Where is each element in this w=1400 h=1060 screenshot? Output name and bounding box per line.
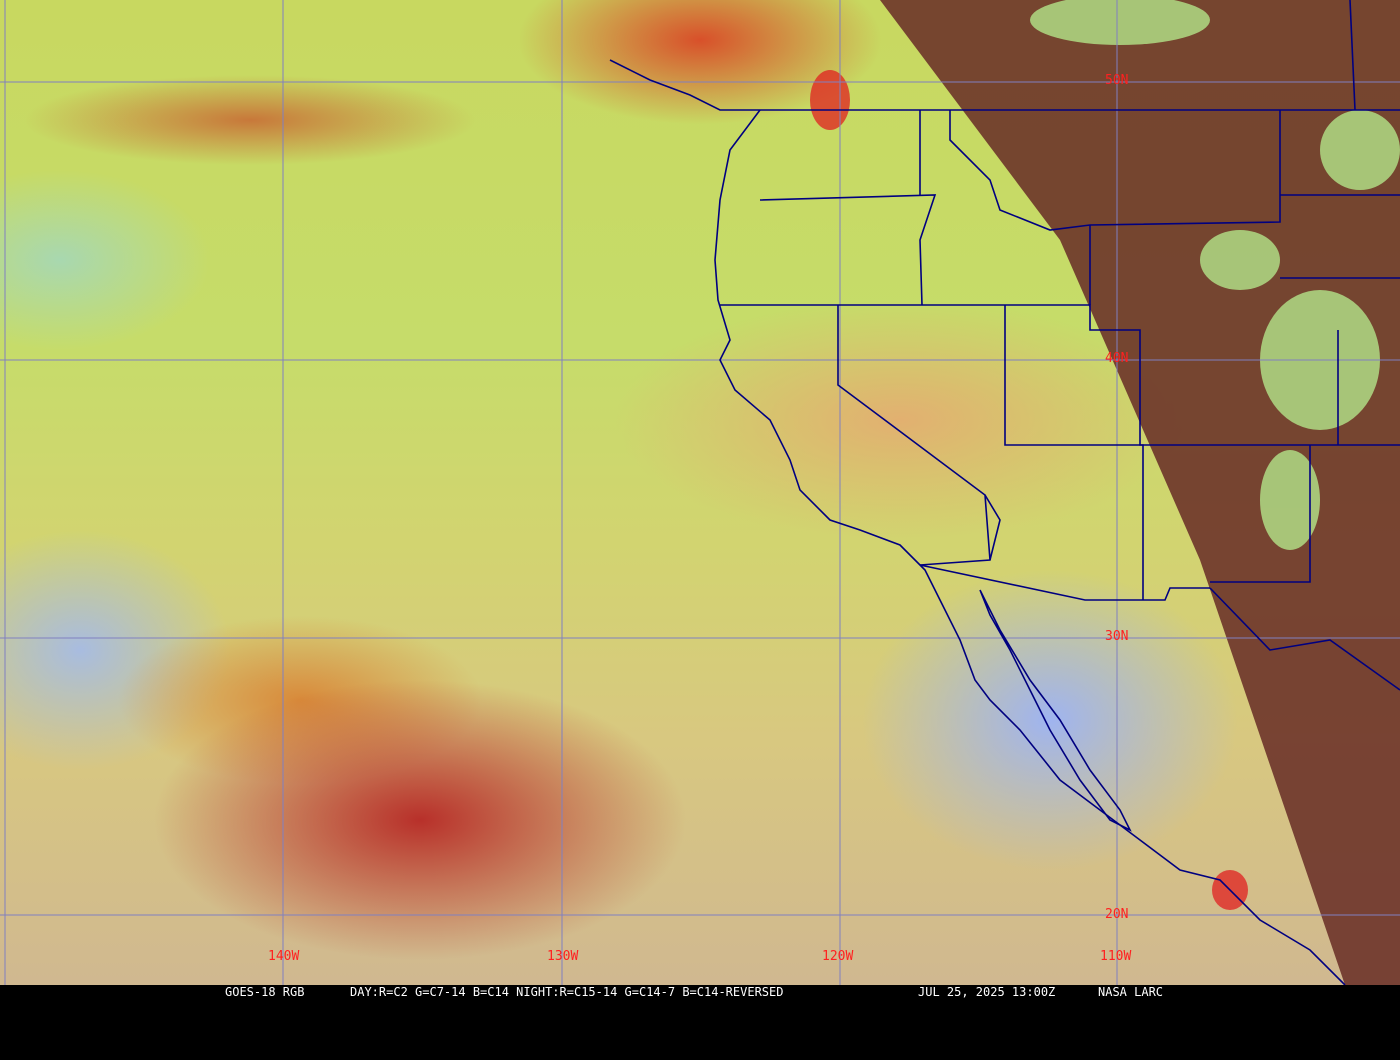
coastlines-and-borders	[609, 0, 1400, 985]
timestamp: JUL 25, 2025 13:00Z	[918, 985, 1056, 999]
lat-label-50n: 50N	[1105, 73, 1129, 88]
lon-label-140w: 140W	[268, 949, 300, 964]
footer-caption: GOES-18 RGB DAY:R=C2 G=C7-14 B=C14 NIGHT…	[0, 985, 1400, 1000]
lon-label-130w: 130W	[547, 949, 579, 964]
map-overlay	[0, 0, 1400, 985]
credit: NASA LARC	[1098, 985, 1164, 999]
product-name: GOES-18 RGB	[225, 985, 305, 999]
lon-label-120w: 120W	[822, 949, 854, 964]
lat-label-30n: 30N	[1105, 629, 1129, 644]
rgb-recipe: DAY:R=C2 G=C7-14 B=C14 NIGHT:R=C15-14 G=…	[350, 985, 784, 999]
graticule	[0, 0, 1400, 985]
lon-label-110w: 110W	[1100, 949, 1132, 964]
satellite-image: 50N 40N 30N 20N 140W 130W 120W 110W	[0, 0, 1400, 985]
lat-label-20n: 20N	[1105, 907, 1129, 922]
lat-label-40n: 40N	[1105, 351, 1129, 366]
